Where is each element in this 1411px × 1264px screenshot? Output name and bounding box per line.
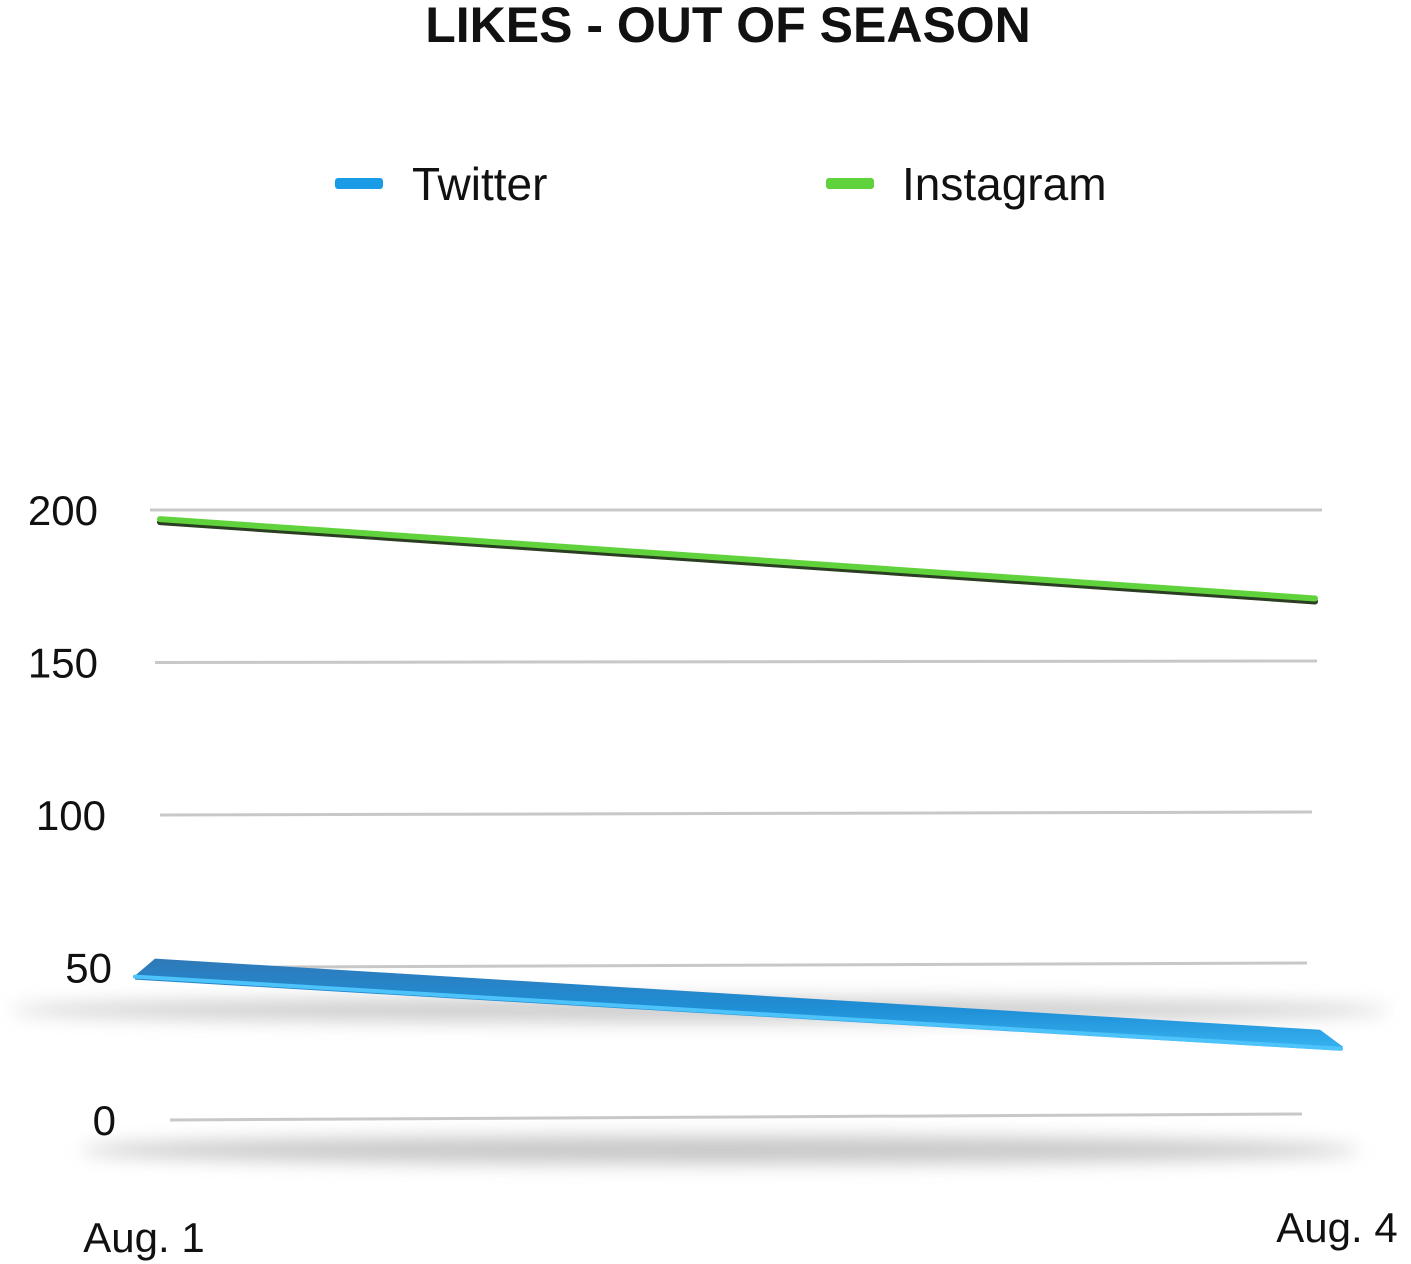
floor-shadow <box>80 1136 1360 1164</box>
gridline-150 <box>154 659 1318 664</box>
plot-area: 0 50 100 150 200 <box>10 487 1390 1164</box>
series-edge-twitter <box>133 974 1343 1051</box>
y-tick-label-50: 50 <box>65 945 112 992</box>
gridline-0 <box>169 1112 1303 1122</box>
y-tick-label-150: 150 <box>28 640 98 687</box>
legend-label-twitter: Twitter <box>412 158 547 210</box>
y-tick-label-200: 200 <box>28 487 98 534</box>
x-axis-labels: Aug. 1 Aug. 4 <box>83 1204 1397 1261</box>
series-line-instagram <box>157 516 1318 602</box>
series-line-twitter <box>135 958 1343 1051</box>
x-tick-label-aug-4: Aug. 4 <box>1276 1204 1397 1251</box>
legend-label-instagram: Instagram <box>902 158 1107 210</box>
y-tick-label-0: 0 <box>93 1097 116 1144</box>
legend-swatch-instagram <box>826 178 874 189</box>
x-tick-label-aug-1: Aug. 1 <box>83 1214 204 1261</box>
chart-title: LIKES - OUT OF SEASON <box>425 0 1031 53</box>
legend: Twitter Instagram <box>335 158 1107 210</box>
y-tick-label-100: 100 <box>36 792 106 839</box>
gridline-50 <box>164 961 1308 969</box>
gridline-100 <box>159 810 1313 817</box>
legend-swatch-twitter <box>335 178 383 189</box>
